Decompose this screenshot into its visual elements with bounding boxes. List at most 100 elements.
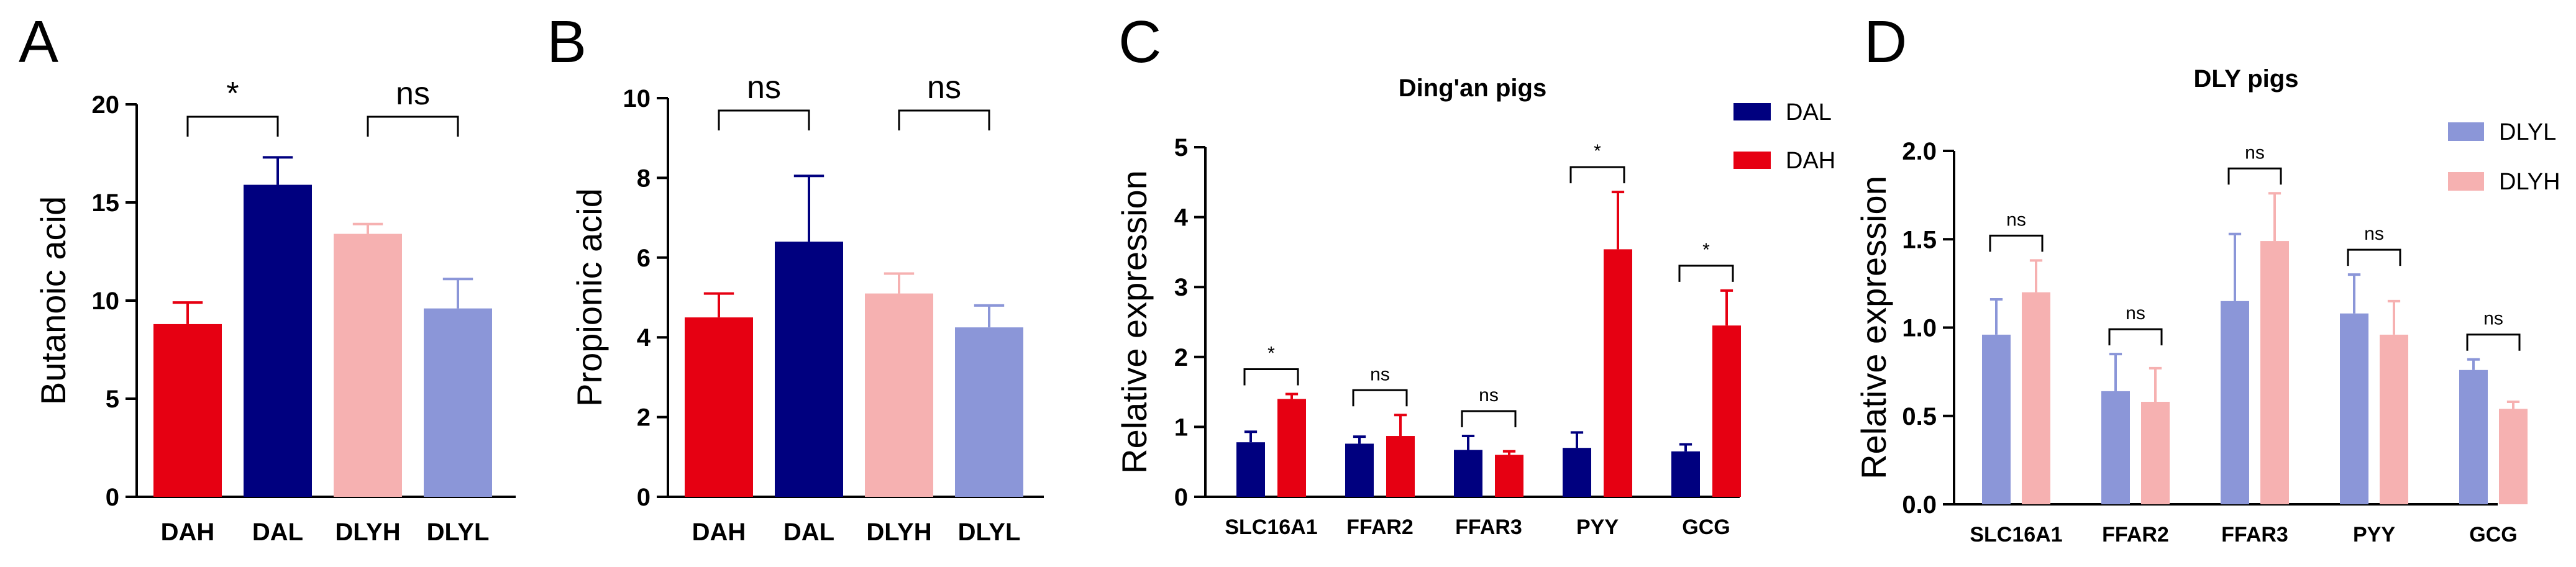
significance-bracket <box>898 109 990 130</box>
x-tick-label: PYY <box>1576 515 1619 539</box>
significance-bracket <box>1461 410 1517 428</box>
bar <box>1604 249 1632 497</box>
y-tick-label: 10 <box>623 85 651 112</box>
y-tick-label: 5 <box>1174 134 1188 161</box>
significance-label: * <box>1702 240 1710 260</box>
significance-label: ns <box>2364 224 2384 244</box>
bar <box>1236 442 1265 497</box>
bar <box>775 242 843 497</box>
y-tick-label: 10 <box>92 288 120 315</box>
bar <box>865 293 933 497</box>
panel-letter: A <box>19 9 58 75</box>
y-tick-label: 20 <box>92 91 120 119</box>
legend-swatch <box>2448 122 2484 141</box>
x-tick-label: DLYL <box>958 519 1021 546</box>
y-tick-label: 2 <box>637 404 651 432</box>
x-tick-label: DLYH <box>866 519 931 546</box>
y-tick-label: 6 <box>637 245 651 272</box>
significance-bracket <box>718 109 810 130</box>
y-axis-label: Relative expression <box>1854 176 1893 479</box>
significance-label: ns <box>1479 385 1499 406</box>
significance-bracket <box>1243 368 1299 386</box>
y-tick-label: 0 <box>1174 484 1188 511</box>
x-tick-label: DAL <box>783 519 834 546</box>
significance-label: ns <box>1370 364 1390 384</box>
y-tick-label: 8 <box>637 165 651 192</box>
y-axis-label: Propionic acid <box>570 188 609 407</box>
y-tick-label: 15 <box>92 189 120 217</box>
bar <box>1712 325 1741 497</box>
bar <box>1982 334 2011 504</box>
significance-bracket <box>2227 167 2282 185</box>
y-axis-label: Relative expression <box>1115 170 1154 474</box>
bar <box>2459 370 2488 504</box>
significance-label: * <box>1267 343 1275 363</box>
panel-d: D DLY pigs 0.0 0.5 1.0 1.5 2.0 Relative express… <box>1854 9 2560 547</box>
panel-letter: D <box>1864 9 1907 75</box>
bar <box>1671 451 1700 497</box>
bar <box>424 308 492 497</box>
y-tick-label: 4 <box>1174 204 1189 232</box>
significance-label: ns <box>747 70 781 106</box>
significance-label: ns <box>396 76 430 112</box>
bar <box>1277 399 1306 497</box>
bar <box>334 234 402 497</box>
x-tick-label: FFAR3 <box>1455 515 1522 539</box>
bar <box>955 327 1023 497</box>
significance-bracket <box>2108 328 2163 346</box>
y-tick-label: 0.0 <box>1902 491 1937 519</box>
x-tick-label: GCG <box>2469 523 2517 547</box>
bar <box>1563 448 1591 497</box>
significance-label: * <box>1594 141 1601 161</box>
bar <box>2499 409 2528 504</box>
panel-c: C Ding'an pigs 0 1 2 3 4 5 Relative expression SL… <box>1115 9 1835 539</box>
bar <box>244 184 312 497</box>
bar <box>2340 313 2368 504</box>
bar <box>2022 292 2050 504</box>
bar <box>685 317 753 497</box>
y-tick-label: 5 <box>106 386 119 413</box>
significance-label: ns <box>927 70 961 106</box>
y-tick-label: 2 <box>1174 344 1188 371</box>
y-tick-label: 4 <box>637 324 651 352</box>
y-tick-label: 2.0 <box>1902 138 1937 165</box>
panel-a: A 0 5 10 15 20 Butanoic acid DAH DAL DLYH DLYL * ns <box>19 9 516 546</box>
bar <box>2141 401 2170 504</box>
x-tick-label: SLC16A1 <box>1225 515 1317 539</box>
bar <box>153 324 222 497</box>
y-axis-label: Butanoic acid <box>34 196 73 405</box>
significance-bracket <box>2347 248 2401 266</box>
legend-swatch <box>1733 103 1771 120</box>
x-tick-label: DAH <box>161 519 215 546</box>
x-tick-label: PYY <box>2353 523 2395 547</box>
bar <box>2380 334 2408 504</box>
x-tick-label: FFAR2 <box>2102 523 2169 547</box>
x-tick-label: FFAR3 <box>2221 523 2288 547</box>
bar <box>2221 301 2249 504</box>
y-tick-label: 1.5 <box>1902 226 1937 253</box>
significance-bracket <box>1352 389 1408 407</box>
x-tick-label: DLYH <box>335 519 400 546</box>
y-tick-label: 1.0 <box>1902 315 1937 342</box>
significance-label: * <box>226 76 239 112</box>
bar <box>2260 241 2289 504</box>
x-tick-label: DAH <box>692 519 746 546</box>
x-tick-label: DAL <box>252 519 303 546</box>
legend-swatch <box>1733 152 1771 169</box>
x-tick-label: GCG <box>1682 515 1730 539</box>
legend-label: DAH <box>1786 148 1835 174</box>
y-tick-label: 3 <box>1174 274 1188 301</box>
bar <box>2101 391 2130 504</box>
significance-bracket <box>1989 234 2044 252</box>
significance-bracket <box>367 116 459 137</box>
y-tick-label: 0 <box>637 484 651 511</box>
bar <box>1386 436 1415 497</box>
legend-label: DAL <box>1786 99 1832 125</box>
legend-swatch <box>2448 172 2484 191</box>
x-tick-label: FFAR2 <box>1346 515 1414 539</box>
significance-label: ns <box>2245 142 2265 163</box>
x-tick-label: SLC16A1 <box>1970 523 2062 547</box>
bar <box>1345 443 1374 497</box>
significance-label: ns <box>2483 309 2503 329</box>
